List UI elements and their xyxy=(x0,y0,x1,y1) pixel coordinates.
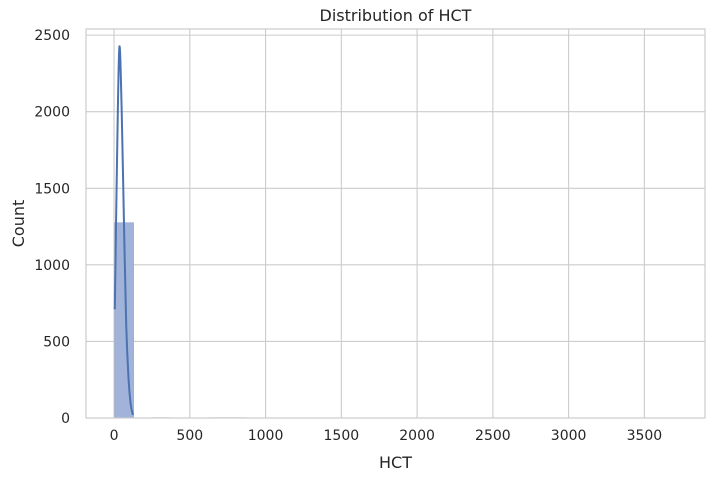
chart-title: Distribution of HCT xyxy=(320,6,472,25)
x-tick-label: 500 xyxy=(176,428,203,444)
x-tick-label: 0 xyxy=(110,428,119,444)
x-tick-labels: 0 500 1000 1500 2000 2500 3000 3500 xyxy=(110,428,663,444)
y-tick-label: 500 xyxy=(43,334,70,350)
y-tick-label: 2500 xyxy=(34,28,70,44)
y-tick-label: 1500 xyxy=(34,181,70,197)
plot-frame xyxy=(85,28,706,419)
x-axis-title: HCT xyxy=(379,453,412,472)
x-tick-label: 2500 xyxy=(475,428,511,444)
x-tick-label: 1500 xyxy=(324,428,360,444)
x-tick-label: 1000 xyxy=(248,428,284,444)
y-tick-labels: 0 500 1000 1500 2000 2500 xyxy=(34,28,70,427)
y-axis-title: Count xyxy=(9,200,28,248)
y-tick-label: 1000 xyxy=(34,258,70,274)
histogram-bars xyxy=(114,222,679,419)
y-tick-label: 0 xyxy=(61,411,70,427)
x-tick-label: 3000 xyxy=(551,428,587,444)
x-tick-label: 3500 xyxy=(627,428,663,444)
y-tick-label: 2000 xyxy=(34,105,70,121)
grid-lines xyxy=(86,29,705,419)
x-tick-label: 2000 xyxy=(399,428,435,444)
kde-curve-group xyxy=(113,45,134,416)
kde-line xyxy=(113,45,134,416)
